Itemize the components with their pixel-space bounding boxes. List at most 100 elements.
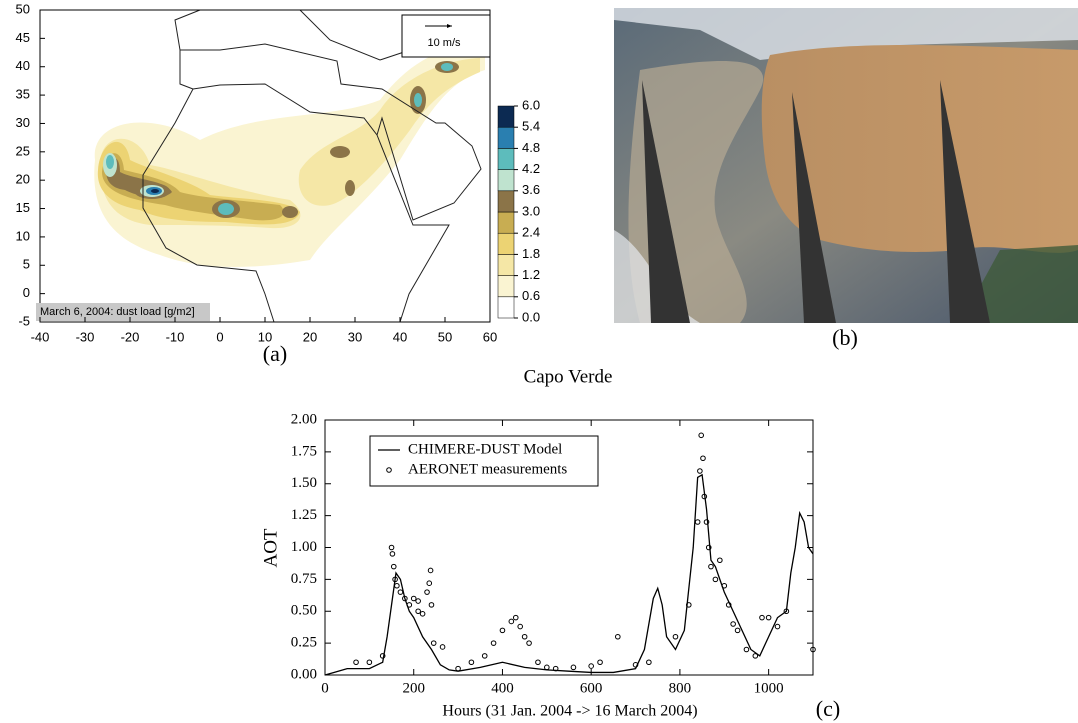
measurement-point [646,659,652,666]
colorbar-tick-label: 4.8 [522,140,540,155]
measurement-point [419,611,426,617]
measurement-point [415,608,421,615]
measurement-point [406,602,413,608]
colorbar-swatch [497,232,515,255]
measurement-point [552,665,559,672]
measurement-point [410,595,417,602]
measurement-point [588,663,594,669]
measurement-point [517,623,524,630]
y-tick-label: 0.00 [291,666,317,682]
measurement-point [535,659,541,666]
panel-label: (c) [816,696,840,721]
colorbar-tick-label: 0.0 [522,309,540,324]
y-tick-label: 1.50 [291,475,317,491]
y-tick-label: 50 [16,1,30,16]
measurement-point [570,664,577,671]
measurement-point [428,602,435,608]
measurement-point [697,468,703,474]
measurement-point [427,567,434,574]
satellite-image: (b) [614,8,1078,350]
x-tick-label: -10 [166,329,185,344]
measurement-point [701,493,708,500]
measurement-point [521,633,528,640]
colorbar-swatch [497,148,515,170]
measurement-point [389,551,396,557]
x-tick-label: 60 [483,329,497,344]
measurement-point [379,653,386,659]
x-tick-label: 50 [438,329,452,344]
measurement-point [632,662,639,668]
colorbar-tick-label: 3.0 [522,203,540,218]
measurement-point [455,665,461,672]
model-line [324,473,814,676]
x-tick-label: 1000 [754,680,784,696]
measurement-point [390,563,397,570]
measurement-point [698,432,705,439]
y-tick-label: 0.75 [291,571,317,587]
measurement-point [725,602,732,608]
dust-map: 10 m/s March 6, 2004: dust load [g/m2] (… [36,9,491,366]
colorbar-tick-label: 2.4 [522,225,540,240]
measurement-point [397,589,404,595]
y-tick-label: 35 [16,87,30,102]
legend-marker [386,467,392,473]
chart-title: Capo Verde [524,366,613,387]
legend-label: AERONET measurements [408,461,567,477]
x-tick-label: 800 [669,680,692,696]
measurement-point [439,644,446,650]
measurement-point [426,580,433,587]
x-tick-label: 10 [258,329,272,344]
x-tick-label: 30 [348,329,362,344]
x-tick-label: 0 [216,329,223,344]
measurement-point [774,623,781,630]
colorbar-tick-label: 3.6 [522,182,540,197]
measurement-point [597,659,603,666]
measurement-point [810,646,816,653]
x-tick-label: -40 [31,329,50,344]
colorbar-tick-label: 4.2 [522,161,540,176]
colorbar-tick-label: 5.4 [522,119,540,134]
measurement-point [705,544,712,551]
measurement-point [759,614,765,621]
measurement-point [392,576,398,583]
vector-arrow-head [447,24,452,28]
y-tick-label: 10 [16,228,30,243]
measurement-point [712,576,719,583]
coastline [142,9,491,323]
colorbar-swatch [497,169,515,192]
colorbar-swatch [497,126,515,149]
measurement-point [615,633,621,640]
measurement-point [717,557,723,564]
measurement-point [752,653,759,659]
x-tick-label: -30 [76,329,95,344]
y-axis-label: AOT [260,528,281,567]
measurement-point [430,640,437,646]
colorbar-swatch [497,211,515,234]
y-tick-label: 0.25 [291,635,317,651]
measurement-point [700,455,706,462]
measurement-point [743,646,750,653]
y-tick-label: 45 [16,30,30,45]
y-tick-label: -5 [18,313,30,328]
colorbar-tick-label: 6.0 [522,97,540,112]
measurement-point [730,621,736,627]
vector-key-label: 10 m/s [427,37,461,49]
measurement-point [783,608,790,615]
measurement-point [499,627,506,634]
measurement-point [685,602,692,608]
map-annotation: March 6, 2004: dust load [g/m2] [40,306,195,318]
colorbar-tick-label: 0.6 [522,288,540,303]
measurement-point [765,614,772,621]
x-tick-label: 20 [303,329,317,344]
y-tick-label: 5 [23,257,30,272]
measurement-point [415,598,421,604]
measurement-point [490,640,497,646]
measurement-point [481,653,488,659]
measurement-point [694,519,701,525]
y-tick-label: 25 [16,143,30,158]
measurement-point [424,589,430,595]
legend-label: CHIMERE-DUST Model [408,441,562,457]
dust-contours [94,47,486,267]
legend-box [369,435,599,487]
